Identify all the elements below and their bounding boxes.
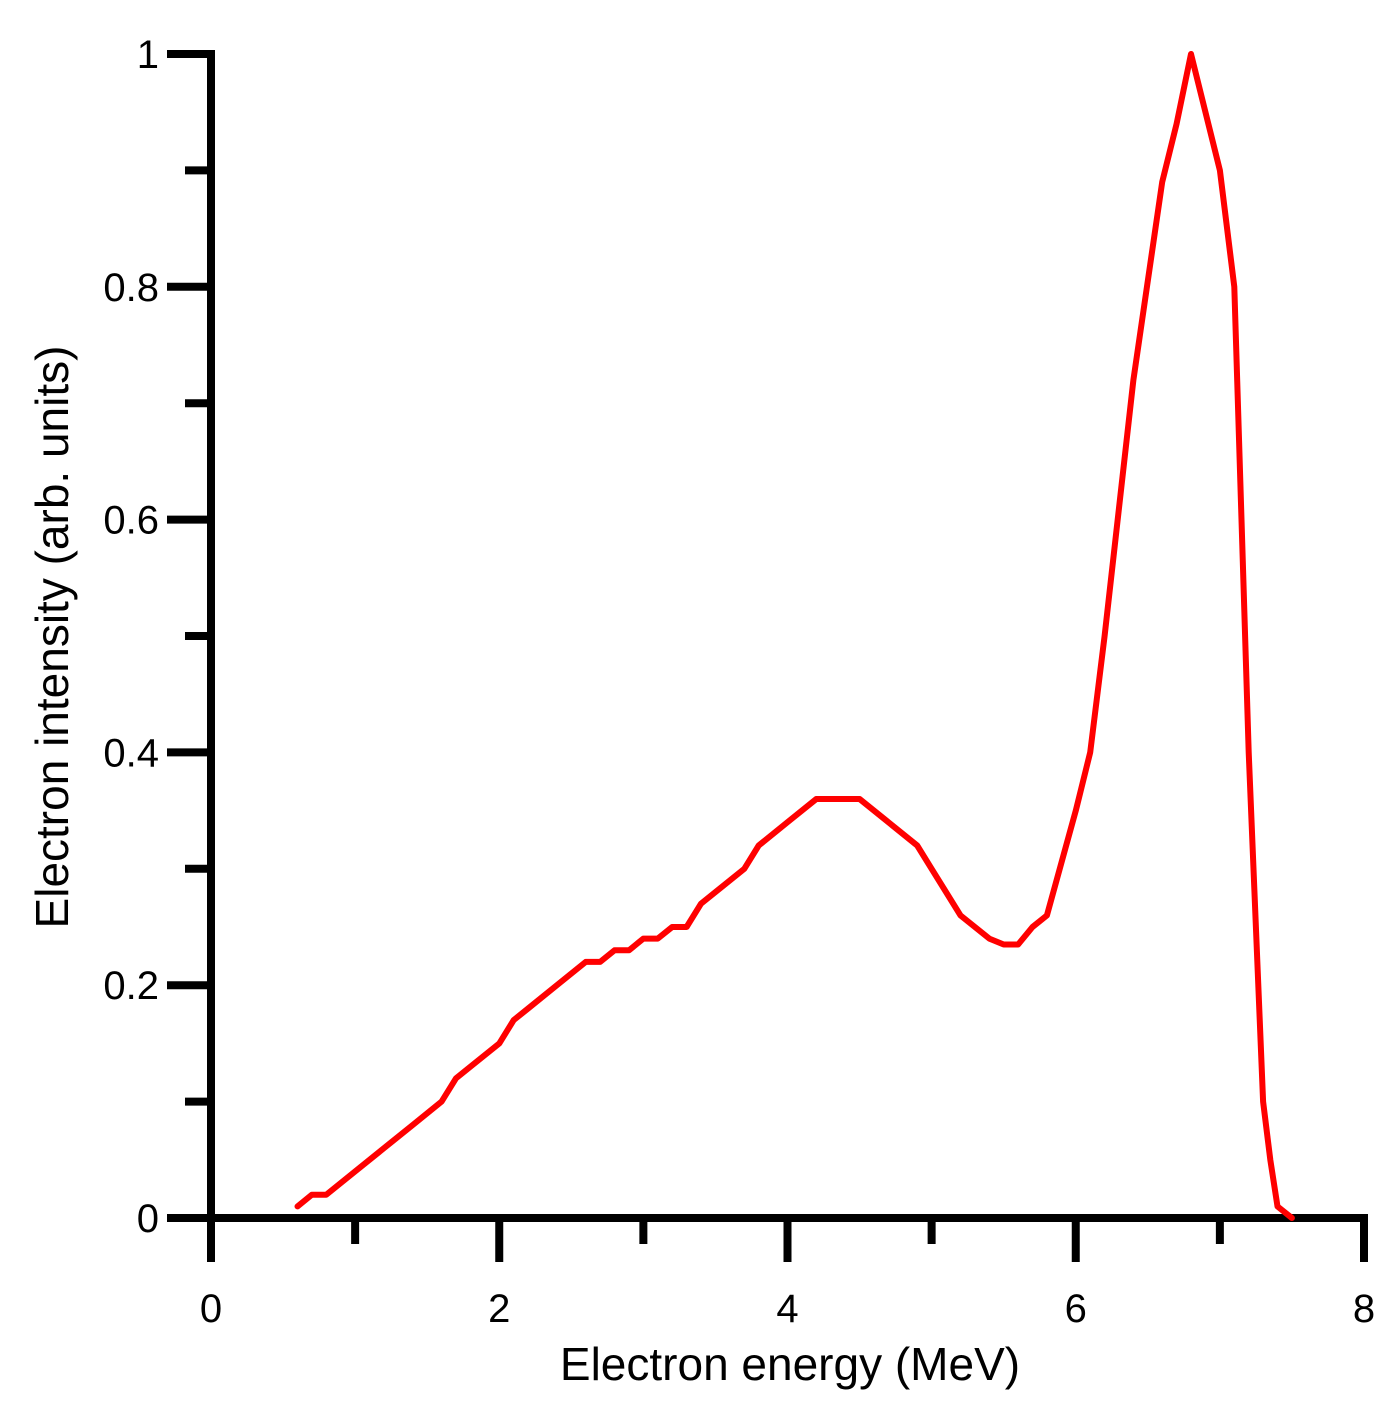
y-axis-title: Electron intensity (arb. units)	[26, 346, 78, 929]
y-tick-labels: 0 0.2 0.4 0.6 0.8 1	[103, 33, 159, 1241]
series-line	[294, 51, 1295, 1221]
x-tick-label: 4	[776, 1287, 798, 1331]
y-tick-label: 0.6	[103, 499, 159, 543]
y-tick-label: 0.4	[103, 731, 159, 775]
x-tick-label: 8	[1353, 1287, 1375, 1331]
x-tick-labels: 0 2 4 6 8	[200, 1287, 1375, 1331]
y-major-ticks	[167, 50, 211, 1222]
x-minor-ticks	[351, 1218, 1224, 1244]
y-tick-label: 0	[137, 1197, 159, 1241]
series-layer	[294, 51, 1295, 1221]
x-tick-label: 6	[1065, 1287, 1087, 1331]
x-tick-label: 2	[488, 1287, 510, 1331]
y-tick-label: 1	[137, 33, 159, 77]
y-tick-label: 0.2	[103, 964, 159, 1008]
y-tick-label: 0.8	[103, 266, 159, 310]
x-axis-title: Electron energy (MeV)	[560, 1338, 1020, 1390]
y-minor-ticks	[185, 166, 211, 1106]
x-major-ticks	[207, 1218, 1368, 1262]
x-tick-label: 0	[200, 1287, 222, 1331]
